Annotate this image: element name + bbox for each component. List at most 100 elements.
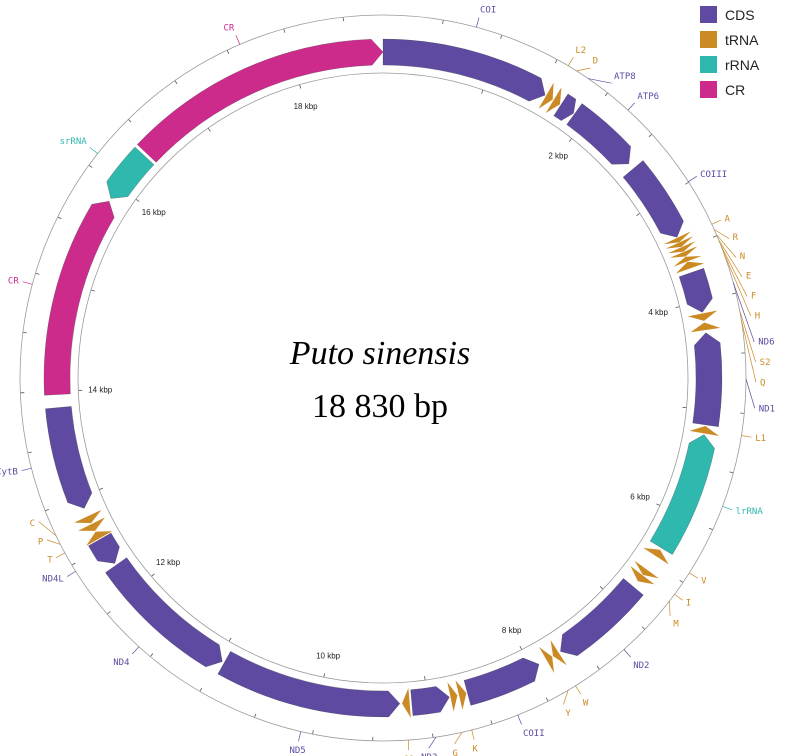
feature-arrow xyxy=(678,267,713,313)
outer-tick xyxy=(226,49,230,54)
feature-arrow xyxy=(630,566,655,585)
feature-coi xyxy=(382,38,546,102)
label-r: R xyxy=(733,233,739,243)
label-i: I xyxy=(686,599,691,609)
feature-cytb xyxy=(45,406,93,509)
label-c: C xyxy=(30,519,35,529)
label-f: F xyxy=(751,291,756,301)
feature-arrow xyxy=(410,686,450,716)
feature-arrow xyxy=(675,261,705,274)
outer-tick xyxy=(312,730,314,735)
outer-tick xyxy=(554,59,558,64)
legend-item-rrna: rRNA xyxy=(700,52,788,77)
label-coiii: COIII xyxy=(700,170,727,180)
feature-nd5 xyxy=(217,651,401,718)
kbp-label: 6 kbp xyxy=(630,492,650,501)
feature-arrow xyxy=(463,657,540,706)
label-cr-b: CR xyxy=(223,24,234,34)
feature-k xyxy=(455,680,467,710)
leader-line xyxy=(131,646,140,655)
inner-ring xyxy=(77,72,689,684)
legend-item-cds: CDS xyxy=(700,2,788,27)
legend-label-rrna: rRNA xyxy=(725,56,760,73)
inner-tick xyxy=(299,84,302,89)
leader-line xyxy=(517,714,522,725)
feature-arrow xyxy=(136,38,384,163)
kbp-label: 14 kbp xyxy=(88,386,113,395)
label-atp8: ATP8 xyxy=(614,72,636,82)
inner-tick xyxy=(636,213,641,216)
label-lrrna: lrRNA xyxy=(736,507,764,517)
leader-line xyxy=(627,102,635,111)
outer-tick xyxy=(713,235,718,238)
leader-line xyxy=(563,690,569,705)
leader-line xyxy=(739,310,756,363)
feature-arrow xyxy=(86,531,113,546)
feature-lrrna xyxy=(649,434,715,555)
label-l1: L1 xyxy=(755,434,766,444)
label-nd6: ND6 xyxy=(758,338,774,348)
legend-label-cr: CR xyxy=(725,81,746,98)
label-t: T xyxy=(47,556,53,566)
feature-arrow xyxy=(689,425,720,437)
inner-tick xyxy=(424,676,426,681)
label-p: P xyxy=(38,538,44,548)
inner-tick xyxy=(519,645,523,650)
features xyxy=(43,38,723,718)
label-coi: COI xyxy=(480,6,496,16)
label-e: E xyxy=(746,272,751,282)
leader-line xyxy=(723,252,752,317)
feature-nd1 xyxy=(692,332,723,428)
feature-arrow xyxy=(663,231,691,245)
feature-atp8 xyxy=(553,93,577,121)
feature-cr-a xyxy=(43,200,115,396)
leader-line xyxy=(669,600,671,617)
leader-line xyxy=(745,378,756,409)
label-k: K xyxy=(472,745,478,755)
feature-g xyxy=(447,682,458,712)
label-l2: L2 xyxy=(575,46,586,56)
inner-tick xyxy=(207,127,211,132)
feature-coiii xyxy=(622,160,684,238)
leader-line xyxy=(21,467,32,472)
feature-y xyxy=(539,647,555,673)
label-nd1: ND1 xyxy=(759,405,775,415)
leader-line xyxy=(741,320,757,383)
feature-arrow xyxy=(545,87,562,113)
leader-line xyxy=(722,505,733,511)
label-g: G xyxy=(453,749,458,756)
legend-swatch-trna xyxy=(700,31,717,48)
legend-label-trna: tRNA xyxy=(725,31,759,48)
label-y: Y xyxy=(565,709,571,719)
feature-w xyxy=(550,640,567,666)
label-d: D xyxy=(593,57,598,67)
feature-a xyxy=(663,231,691,245)
legend-item-cr: CR xyxy=(700,77,788,102)
leader-line xyxy=(714,229,730,239)
feature-h xyxy=(675,261,705,274)
feature-arrow xyxy=(539,647,555,673)
feature-nd4l xyxy=(88,532,120,564)
feature-labels: COIL2DATP8ATP6COIIIARNEFHND6S2QND1L1lrRN… xyxy=(0,6,775,756)
leader-line xyxy=(89,147,98,154)
feature-arrow xyxy=(566,103,631,165)
outer-tick xyxy=(432,733,434,738)
feature-p xyxy=(78,517,105,531)
kbp-label: 12 kbp xyxy=(156,558,181,567)
outer-tick xyxy=(648,133,653,138)
feature-f xyxy=(673,256,702,267)
feature-arrow xyxy=(538,82,554,109)
feature-v xyxy=(643,547,669,565)
outer-ring xyxy=(19,14,747,742)
outer-tick xyxy=(731,292,737,295)
leader-line xyxy=(476,17,480,28)
feature-nd4 xyxy=(105,557,223,668)
leader-line xyxy=(46,539,61,545)
label-atp6: ATP6 xyxy=(637,92,659,102)
inner-tick xyxy=(151,573,155,577)
feature-arrow xyxy=(634,560,659,579)
legend-swatch-rrna xyxy=(700,56,717,73)
outer-tick xyxy=(254,713,257,718)
feature-coii xyxy=(463,657,540,706)
feature-arrow xyxy=(560,578,644,657)
